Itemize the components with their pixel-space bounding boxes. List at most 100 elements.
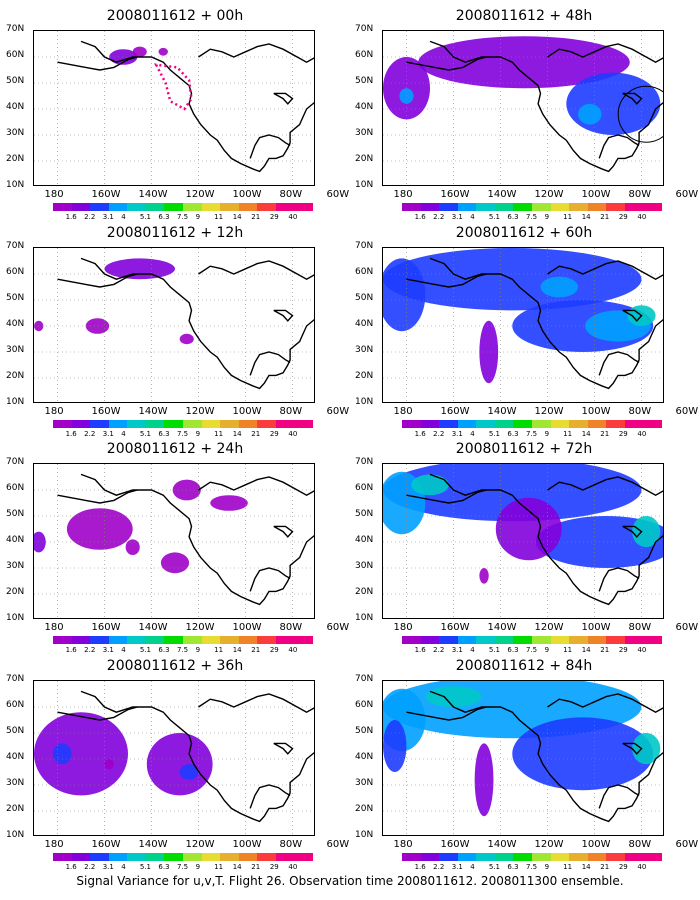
lat-label: 60N bbox=[355, 267, 374, 277]
coastline bbox=[406, 706, 487, 721]
lon-label: 120W bbox=[185, 839, 215, 850]
colorbar-segment bbox=[494, 420, 514, 428]
lat-label: 60N bbox=[6, 267, 25, 277]
variance-contour bbox=[383, 464, 642, 522]
colorbar-segment bbox=[624, 420, 644, 428]
lon-label: 80W bbox=[628, 622, 652, 633]
lon-label: 180 bbox=[393, 189, 413, 200]
lat-label: 50N bbox=[355, 726, 374, 736]
colorbar-label: 29 bbox=[269, 646, 279, 654]
map-panel bbox=[33, 247, 315, 403]
lat-label: 60N bbox=[6, 483, 25, 493]
lon-label: 100W bbox=[232, 189, 262, 200]
lon-label: 100W bbox=[232, 406, 262, 417]
lon-label: 60W bbox=[326, 622, 350, 633]
lon-label: 80W bbox=[628, 406, 652, 417]
lon-label: 60W bbox=[675, 406, 699, 417]
colorbar-label: 9 bbox=[195, 646, 201, 654]
colorbar-segment bbox=[476, 636, 495, 644]
colorbar-label: 1.6 bbox=[65, 863, 77, 871]
lon-label: 60W bbox=[675, 189, 699, 200]
lat-label: 10N bbox=[6, 180, 25, 190]
map-canvas bbox=[34, 31, 314, 185]
colorbar-segment bbox=[587, 853, 607, 861]
colorbar-segment bbox=[257, 420, 276, 428]
coastline bbox=[80, 257, 314, 390]
colorbar-segment bbox=[513, 420, 532, 428]
lon-label: 120W bbox=[534, 622, 564, 633]
variance-contour bbox=[495, 497, 562, 561]
lon-label: 140W bbox=[138, 839, 168, 850]
map-panel bbox=[382, 30, 664, 186]
lat-label: 30N bbox=[6, 345, 25, 355]
colorbar-label: 40 bbox=[637, 863, 647, 871]
colorbar-segment bbox=[182, 636, 202, 644]
lat-label: 20N bbox=[6, 587, 25, 597]
colorbar-label: 2.2 bbox=[433, 646, 445, 654]
lon-label: 140W bbox=[487, 622, 517, 633]
colorbar-segment bbox=[164, 636, 183, 644]
colorbar-segment bbox=[457, 636, 477, 644]
colorbar-label: 29 bbox=[618, 646, 628, 654]
colorbar bbox=[402, 420, 662, 428]
lat-label: 20N bbox=[6, 371, 25, 381]
lon-label: 160W bbox=[440, 406, 470, 417]
lat-label: 20N bbox=[6, 804, 25, 814]
colorbar-label: 2.2 bbox=[433, 863, 445, 871]
colorbar-label: 11 bbox=[214, 863, 224, 871]
colorbar-label: 29 bbox=[269, 213, 279, 221]
variance-contour bbox=[85, 318, 110, 334]
lat-label: 10N bbox=[6, 613, 25, 623]
lat-label: 50N bbox=[355, 509, 374, 519]
panel-title: 2008011612 + 72h bbox=[455, 441, 593, 457]
coastline bbox=[80, 473, 314, 606]
lat-label: 20N bbox=[355, 587, 374, 597]
lon-label: 80W bbox=[279, 839, 303, 850]
lon-label: 140W bbox=[138, 622, 168, 633]
colorbar-segment bbox=[402, 420, 421, 428]
colorbar-segment bbox=[439, 853, 458, 861]
colorbar bbox=[53, 636, 313, 644]
colorbar-segment bbox=[494, 203, 514, 211]
lon-label: 100W bbox=[581, 406, 611, 417]
colorbar-label: 40 bbox=[288, 213, 298, 221]
colorbar-label: 11 bbox=[563, 430, 573, 438]
lat-label: 30N bbox=[355, 561, 374, 571]
colorbar-label: 29 bbox=[618, 430, 628, 438]
colorbar-segment bbox=[550, 420, 570, 428]
variance-contour bbox=[210, 495, 248, 511]
colorbar-label: 1.6 bbox=[414, 430, 426, 438]
lat-label: 20N bbox=[355, 154, 374, 164]
colorbar-segment bbox=[127, 203, 146, 211]
colorbar-label: 9 bbox=[195, 430, 201, 438]
colorbar-segment bbox=[606, 636, 625, 644]
colorbar-segment bbox=[420, 203, 440, 211]
lon-label: 100W bbox=[232, 622, 262, 633]
colorbar-label: 11 bbox=[563, 646, 573, 654]
variance-contour bbox=[411, 474, 449, 496]
lon-label: 100W bbox=[581, 622, 611, 633]
colorbar-segment bbox=[550, 853, 570, 861]
coastline bbox=[198, 260, 314, 280]
colorbar-segment bbox=[476, 420, 495, 428]
lon-label: 160W bbox=[440, 189, 470, 200]
coastline bbox=[429, 257, 663, 390]
variance-contour bbox=[52, 743, 72, 765]
lat-label: 40N bbox=[355, 102, 374, 112]
lon-label: 100W bbox=[581, 189, 611, 200]
lat-label: 60N bbox=[355, 700, 374, 710]
lat-label: 60N bbox=[6, 700, 25, 710]
colorbar-label: 7.5 bbox=[177, 430, 189, 438]
coastline bbox=[598, 134, 640, 159]
coastline bbox=[57, 489, 138, 504]
coastline bbox=[198, 693, 314, 713]
colorbar-segment bbox=[220, 636, 239, 644]
lon-label: 80W bbox=[628, 839, 652, 850]
colorbar-segment bbox=[294, 420, 313, 428]
colorbar-label: 2.2 bbox=[84, 213, 96, 221]
lat-label: 30N bbox=[6, 778, 25, 788]
colorbar-segment bbox=[145, 420, 165, 428]
lat-label: 10N bbox=[355, 180, 374, 190]
colorbar-segment bbox=[257, 853, 276, 861]
colorbar-segment bbox=[220, 420, 239, 428]
